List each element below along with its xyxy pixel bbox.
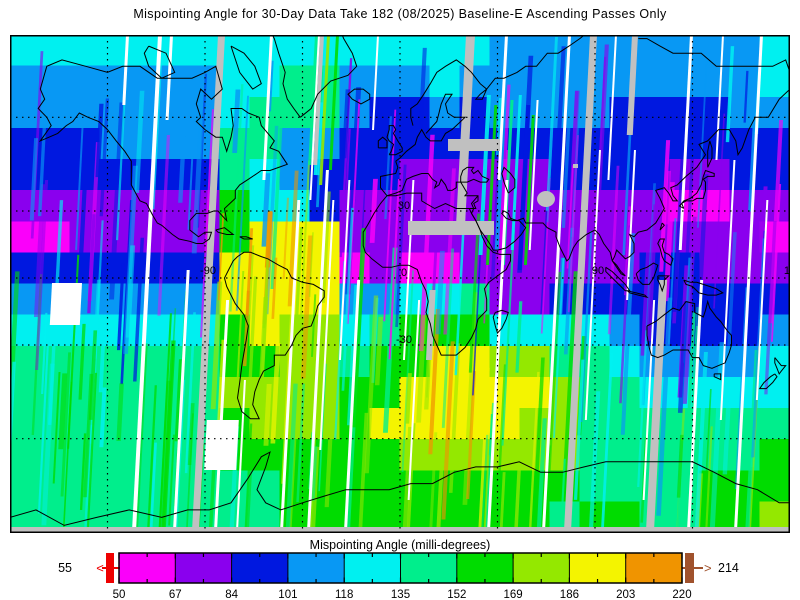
colorbar-title: Mispointing Angle (milli-degrees) xyxy=(310,538,491,552)
colorbar-tick-label-203: 203 xyxy=(616,589,635,600)
colorbar-tick-label-220: 220 xyxy=(672,589,691,600)
colorbar-tick-label-101: 101 xyxy=(278,589,297,600)
coastlines xyxy=(10,35,790,526)
colorbar-under-arrow-icon: < xyxy=(96,561,104,576)
colorbar-tick-label-169: 169 xyxy=(504,589,523,600)
lon-label--90: -90 xyxy=(200,265,216,277)
colorbar: Mispointing Angle (milli-degrees) 55 < >… xyxy=(58,538,739,600)
colorbar-over-arrow-icon: > xyxy=(704,561,712,576)
colorbar-segment-0 xyxy=(119,553,176,583)
colorbar-tick-label-50: 50 xyxy=(113,589,126,600)
graticule xyxy=(10,35,790,533)
pass-stripes xyxy=(10,35,784,533)
graticule-labels: 30 0 -30 -90 90 180 xyxy=(200,200,790,346)
colorbar-segment-4 xyxy=(344,553,401,583)
colorbar-segment-3 xyxy=(287,553,345,583)
colorbar-tick-label-67: 67 xyxy=(169,589,182,600)
colorbar-segment-7 xyxy=(513,553,570,583)
plot-title: Mispointing Angle for 30-Day Data Take 1… xyxy=(133,7,667,21)
colorbar-tick-label-118: 118 xyxy=(335,589,353,600)
colorbar-tick-label-152: 152 xyxy=(447,589,466,600)
colorbar-segment-5 xyxy=(400,553,457,583)
colorbar-segment-2 xyxy=(231,553,288,583)
lat-label-30: 30 xyxy=(398,200,410,212)
colorbar-segment-6 xyxy=(456,553,514,583)
colorbar-tick-label-186: 186 xyxy=(560,589,579,600)
flagged-data-blobs xyxy=(10,139,790,533)
lon-label-180: 180 xyxy=(784,265,790,277)
lat-label--30: -30 xyxy=(396,334,412,346)
colorbar-segments xyxy=(119,553,682,583)
colorbar-segment-1 xyxy=(175,553,232,583)
colorbar-tick-label-84: 84 xyxy=(225,589,238,600)
lat-label-0: 0 xyxy=(401,267,407,279)
map-frame xyxy=(10,35,790,533)
map-canvas: 30 0 -30 -90 90 180 xyxy=(10,35,790,533)
colorbar-tick-labels: 50 67 84 101 118 135 152 169 186 203 220 xyxy=(113,589,692,600)
colorbar-segment-8 xyxy=(569,553,626,583)
colorbar-tick-label-135: 135 xyxy=(391,589,410,600)
world-map-plot: 30 0 -30 -90 90 180 xyxy=(10,35,790,533)
colorbar-max-annotation: 214 xyxy=(718,561,739,575)
colorbar-min-annotation: 55 xyxy=(58,561,72,575)
lon-label-90: 90 xyxy=(592,265,604,277)
colorbar-segment-9 xyxy=(625,553,682,583)
flagged-data-patches xyxy=(192,35,668,530)
